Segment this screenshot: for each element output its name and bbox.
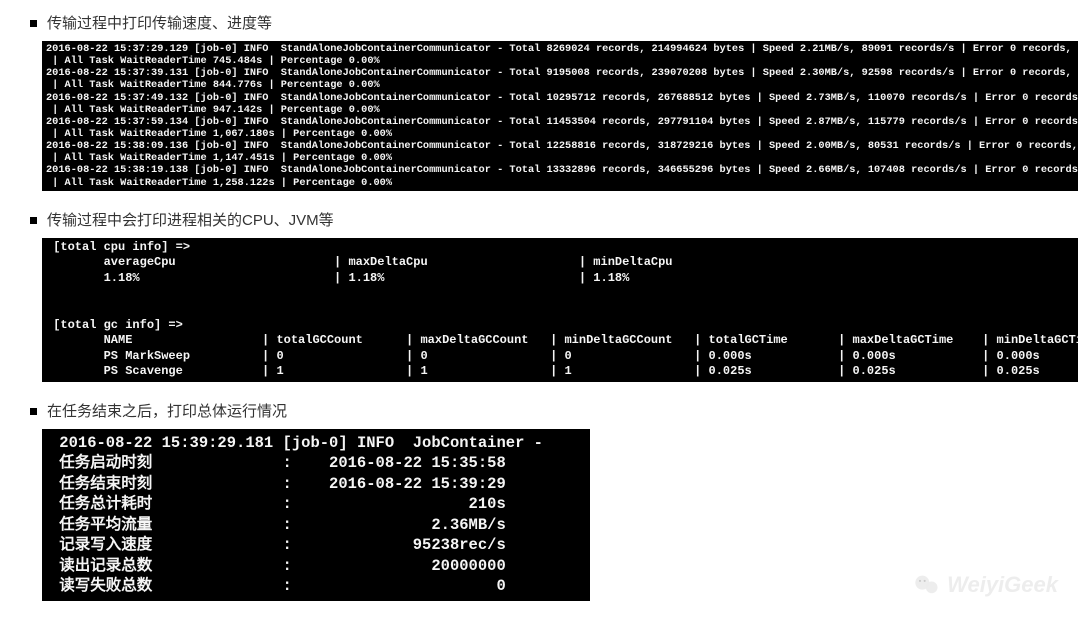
bullet-text: 传输过程中会打印进程相关的CPU、JVM等 bbox=[47, 209, 334, 230]
wechat-icon bbox=[913, 571, 941, 599]
bullet-text: 在任务结束之后，打印总体运行情况 bbox=[47, 400, 287, 421]
bullet-icon bbox=[30, 408, 37, 415]
terminal-log-summary: 2016-08-22 15:39:29.181 [job-0] INFO Job… bbox=[42, 429, 590, 601]
bullet-item: 传输过程中打印传输速度、进度等 bbox=[30, 12, 1070, 33]
bullet-text: 传输过程中打印传输速度、进度等 bbox=[47, 12, 272, 33]
watermark-text: WeiyiGeek bbox=[947, 572, 1058, 598]
bullet-icon bbox=[30, 217, 37, 224]
bullet-item: 传输过程中会打印进程相关的CPU、JVM等 bbox=[30, 209, 1070, 230]
watermark: WeiyiGeek bbox=[913, 571, 1058, 599]
terminal-log-speed: 2016-08-22 15:37:29.129 [job-0] INFO Sta… bbox=[42, 41, 1078, 191]
bullet-item: 在任务结束之后，打印总体运行情况 bbox=[30, 400, 1070, 421]
bullet-icon bbox=[30, 20, 37, 27]
terminal-log-cpu-gc: [total cpu info] => averageCpu | maxDelt… bbox=[42, 238, 1078, 382]
